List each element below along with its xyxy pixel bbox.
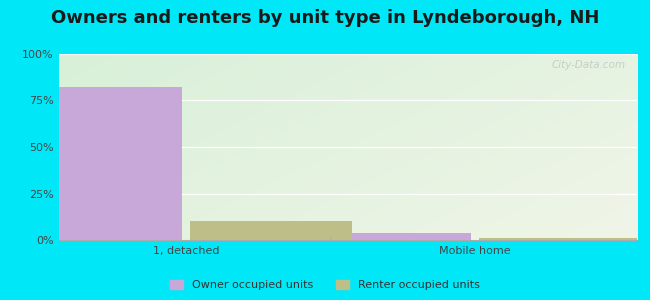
Bar <box>20 88 182 240</box>
Bar <box>190 221 352 240</box>
Text: City-Data.com: City-Data.com <box>551 60 625 70</box>
Legend: Owner occupied units, Renter occupied units: Owner occupied units, Renter occupied un… <box>166 275 484 294</box>
Bar <box>309 232 471 240</box>
Text: Owners and renters by unit type in Lyndeborough, NH: Owners and renters by unit type in Lynde… <box>51 9 599 27</box>
Bar <box>479 238 641 240</box>
